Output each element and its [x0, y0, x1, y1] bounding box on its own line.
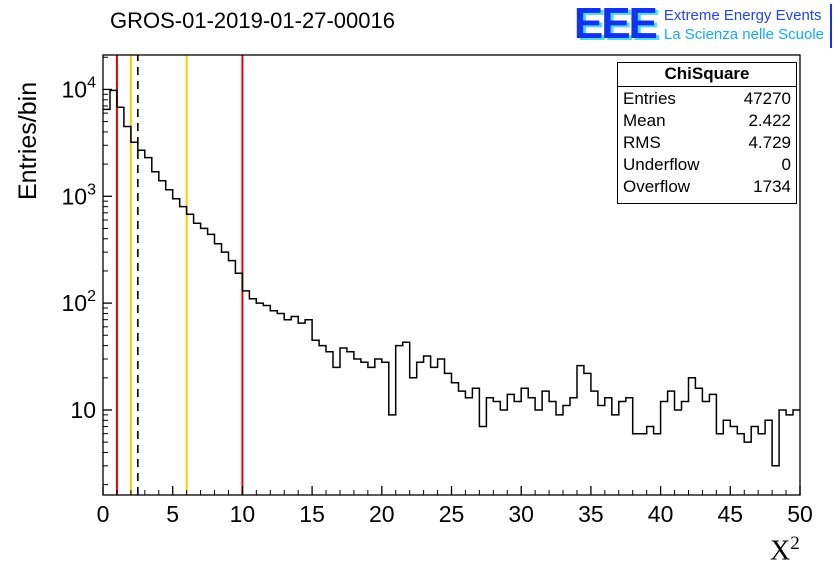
stat-row-underflow: Underflow 0: [618, 153, 796, 175]
stats-box: ChiSquare Entries 47270 Mean 2.422 RMS 4…: [617, 62, 797, 204]
x-tick-label: 15: [299, 501, 325, 527]
x-tick-label: 0: [97, 501, 110, 527]
plot-title: GROS-01-2019-01-27-00016: [110, 8, 395, 33]
stat-row-rms: RMS 4.729: [618, 131, 796, 153]
eee-logo-letters: EEE: [573, 0, 658, 48]
eee-logo-text: Extreme Energy Events La Scienza nelle S…: [664, 4, 824, 44]
y-tick-label: 10: [70, 397, 96, 423]
stat-value: 4.729: [748, 133, 791, 152]
stat-label: Entries: [623, 89, 676, 108]
stat-value: 2.422: [748, 111, 791, 130]
stat-value: 47270: [743, 89, 791, 108]
stat-label: Mean: [623, 111, 666, 130]
x-tick-label: 40: [648, 501, 674, 527]
x-tick-label: 50: [787, 501, 813, 527]
stats-box-title: ChiSquare: [618, 63, 796, 87]
x-tick-label: 20: [369, 501, 395, 527]
stat-row-overflow: Overflow 1734: [618, 175, 796, 197]
y-tick-label: 102: [62, 288, 97, 316]
x-axis-title-base: X: [770, 535, 791, 567]
stat-row-mean: Mean 2.422: [618, 109, 796, 131]
y-tick-label: 103: [62, 181, 97, 209]
x-tick-label: 30: [508, 501, 534, 527]
stat-label: Underflow: [623, 155, 700, 174]
x-tick-label: 5: [166, 501, 179, 527]
x-tick-label: 10: [230, 501, 256, 527]
stat-value: 0: [781, 155, 791, 174]
eee-logo: EEE Extreme Energy Events La Scienza nel…: [573, 0, 832, 48]
eee-logo-line1: Extreme Energy Events: [663, 7, 822, 24]
stat-row-entries: Entries 47270: [618, 87, 796, 109]
y-tick-label: 104: [62, 74, 97, 102]
x-axis-title: X2: [770, 533, 800, 567]
eee-logo-line2: La Scienza nelle Scuole: [663, 26, 824, 43]
stat-label: RMS: [623, 133, 661, 152]
x-tick-label: 35: [578, 501, 604, 527]
histogram-line: [103, 89, 800, 467]
stat-value: 1734: [753, 177, 791, 196]
x-axis-title-exponent: 2: [790, 533, 800, 554]
x-tick-label: 45: [718, 501, 744, 527]
x-tick-label: 25: [439, 501, 465, 527]
stat-label: Overflow: [623, 177, 691, 196]
